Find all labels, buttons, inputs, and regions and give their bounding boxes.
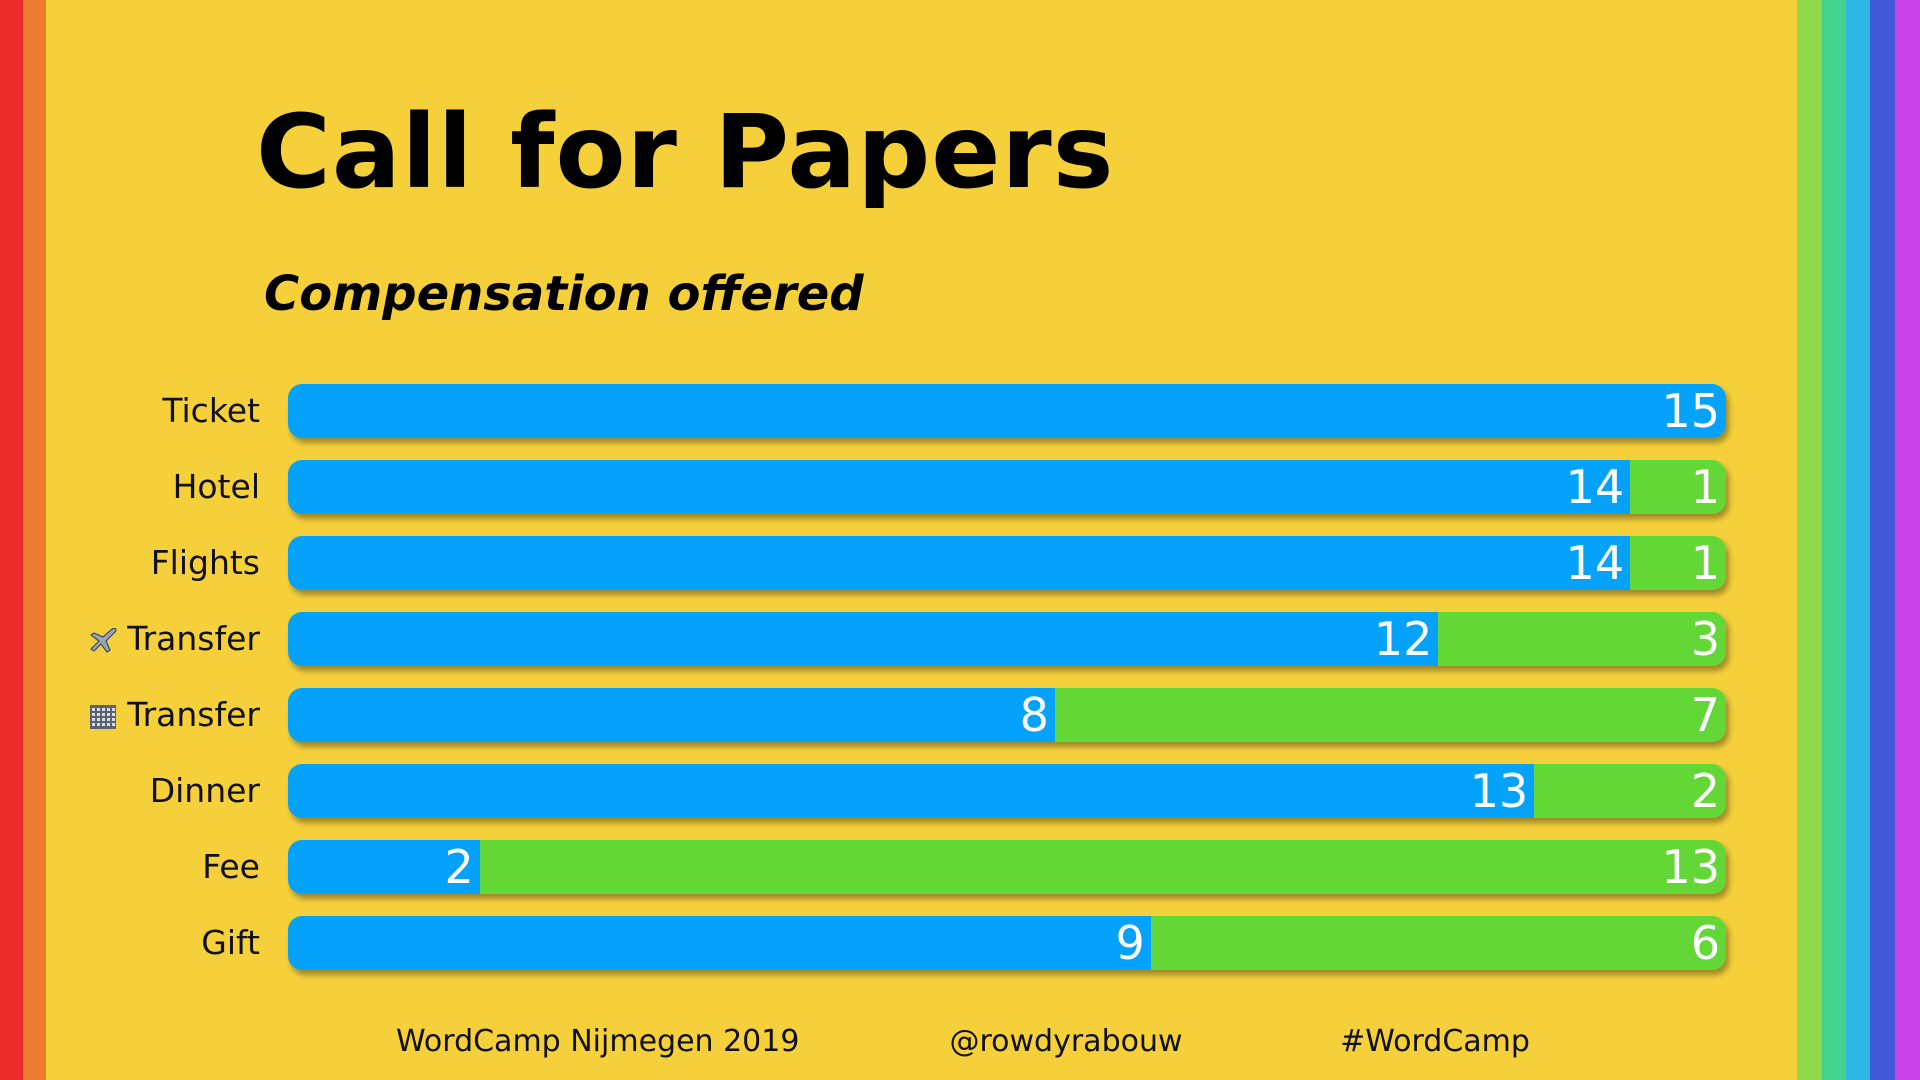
category-label: Dinner: [0, 763, 260, 819]
category-label: Flights: [0, 535, 260, 591]
category-label-text: Hotel: [172, 467, 260, 506]
category-label-text: Transfer: [127, 695, 260, 734]
category-label: Transfer: [0, 687, 260, 743]
bar-segment-blue: [288, 536, 1631, 590]
chart-title: Compensation offered: [264, 266, 864, 322]
bar-segment-green: [1534, 764, 1726, 818]
rainbow-stripe-left-2: [23, 0, 46, 1080]
data-label: 3: [1690, 612, 1720, 666]
bar-segment-blue: [288, 688, 1055, 742]
data-label: 1: [1690, 460, 1720, 514]
category-label-text: Ticket: [162, 391, 260, 430]
category-label-text: Fee: [202, 847, 260, 886]
building-icon: [90, 705, 117, 729]
category-label: Ticket: [0, 383, 260, 439]
bar-row: 13 2: [288, 764, 1726, 818]
bar-segment-blue: [288, 384, 1726, 438]
bar-row: 14 1: [288, 536, 1726, 590]
bar-segment-blue: [288, 916, 1151, 970]
data-label: 15: [1661, 384, 1720, 438]
data-label: 6: [1690, 916, 1720, 970]
category-label: Transfer: [0, 611, 260, 667]
bar-segment-green: [1150, 916, 1726, 970]
data-label: 12: [1373, 612, 1433, 666]
page-title: Call for Papers: [256, 93, 1115, 212]
bar-segment-green: [1630, 536, 1726, 590]
footer-handle: @rowdyrabouw: [949, 1024, 1183, 1059]
category-label: Hotel: [0, 459, 260, 515]
airplane-icon: [90, 627, 117, 653]
data-label: 8: [1019, 688, 1049, 742]
rainbow-stripe-right-2: [1822, 0, 1846, 1080]
rainbow-stripe-right-4: [1870, 0, 1895, 1080]
bar-segment-blue: [288, 460, 1631, 514]
data-label: 14: [1565, 536, 1625, 590]
bar-row: 12 3: [288, 612, 1726, 666]
rainbow-stripe-right-5: [1895, 0, 1920, 1080]
category-label-text: Gift: [201, 923, 260, 962]
bar-segment-blue: [288, 764, 1535, 818]
rainbow-stripe-right-1: [1797, 0, 1822, 1080]
category-label-text: Dinner: [149, 771, 260, 810]
category-label: Gift: [0, 915, 260, 971]
data-label: 2: [444, 840, 474, 894]
data-label: 7: [1690, 688, 1720, 742]
data-label: 9: [1115, 916, 1145, 970]
data-label: 13: [1661, 840, 1720, 894]
data-label: 14: [1565, 460, 1625, 514]
category-label-text: Flights: [150, 543, 260, 582]
category-label: Fee: [0, 839, 260, 895]
data-label: 1: [1690, 536, 1720, 590]
footer-hashtag: #WordCamp: [1340, 1024, 1530, 1059]
bar-segment-blue: [288, 840, 480, 894]
bar-segment-green: [479, 840, 1726, 894]
bar-segment-green: [1438, 612, 1726, 666]
category-label-text: Transfer: [127, 619, 260, 658]
data-label: 13: [1469, 764, 1529, 818]
bar-row: 2 13: [288, 840, 1726, 894]
rainbow-stripe-right-3: [1846, 0, 1870, 1080]
bar-row: 14 1: [288, 460, 1726, 514]
bar-segment-blue: [288, 612, 1439, 666]
bar-segment-green: [1054, 688, 1726, 742]
footer-event: WordCamp Nijmegen 2019: [396, 1024, 800, 1059]
data-label: 2: [1690, 764, 1720, 818]
bar-row: 15: [288, 384, 1726, 438]
bar-segment-green: [1630, 460, 1726, 514]
rainbow-stripe-left-1: [0, 0, 23, 1080]
